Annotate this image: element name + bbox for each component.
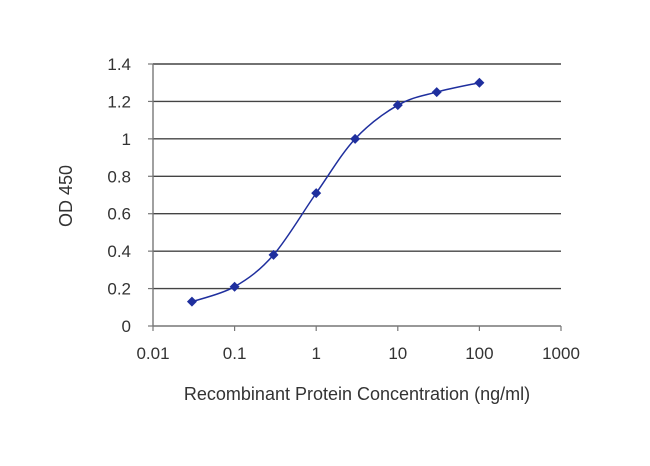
y-axis-title: OD 450 (56, 165, 76, 227)
data-point (350, 133, 361, 144)
axes (148, 63, 562, 331)
x-tick-label: 1 (311, 344, 320, 363)
series-line-group (191, 81, 480, 303)
data-point (431, 87, 442, 98)
x-tick-label: 10 (388, 344, 407, 363)
x-tick-label: 0.1 (223, 344, 247, 363)
y-tick-label: 0.6 (107, 205, 131, 224)
y-tick-label: 1 (122, 130, 131, 149)
data-point (268, 249, 279, 260)
x-tick-label: 100 (465, 344, 493, 363)
y-tick-label: 1.2 (107, 92, 131, 111)
series-line (191, 81, 480, 303)
x-tick-labels: 0.01 0.1 1 10 100 1000 (136, 344, 579, 363)
data-point (229, 281, 240, 292)
y-tick-label: 0.4 (107, 242, 131, 261)
x-tick-label: 0.01 (136, 344, 169, 363)
data-points (186, 77, 485, 307)
data-point (186, 296, 197, 307)
y-tick-label: 1.4 (107, 55, 131, 74)
gridlines (153, 63, 561, 290)
data-point (392, 100, 403, 111)
x-axis-title: Recombinant Protein Concentration (ng/ml… (184, 384, 530, 404)
y-tick-labels: 0 0.2 0.4 0.6 0.8 1 1.2 1.4 (107, 55, 131, 336)
y-tick-label: 0.2 (107, 280, 131, 299)
y-tick-label: 0 (122, 317, 131, 336)
data-point (311, 188, 322, 199)
data-point (474, 77, 485, 88)
x-tick-label: 1000 (542, 344, 580, 363)
y-tick-label: 0.8 (107, 167, 131, 186)
